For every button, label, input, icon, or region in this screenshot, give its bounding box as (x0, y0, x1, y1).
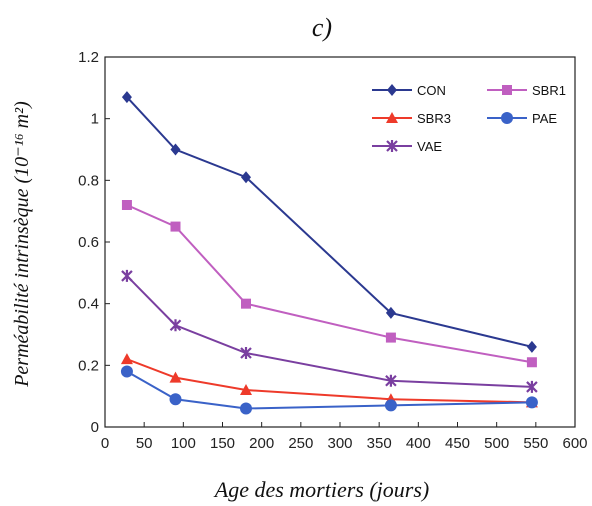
legend-label: VAE (417, 139, 442, 154)
data-point (526, 340, 537, 353)
data-point (121, 91, 132, 104)
x-tick-label: 100 (171, 435, 196, 452)
series-layer (120, 91, 538, 415)
x-tick-label: 350 (367, 435, 392, 452)
legend: CON SBR1 SBR3 PAE VAE (372, 83, 566, 154)
x-tick-label: 450 (445, 435, 470, 452)
data-point (240, 402, 252, 415)
data-point (526, 380, 538, 393)
data-point (526, 357, 537, 368)
legend-item: CON (372, 83, 446, 98)
legend-item: PAE (487, 111, 557, 126)
x-tick-label: 400 (406, 435, 431, 452)
legend-item: SBR3 (372, 111, 451, 126)
data-point (120, 365, 133, 378)
chart-title: c) (312, 13, 332, 42)
series-pae (120, 365, 538, 415)
data-point (385, 332, 396, 343)
data-point (241, 298, 251, 309)
x-tick-label: 0 (101, 435, 109, 452)
y-axis-label: Perméabilité intrinsèque (10⁻¹⁶ m²) (11, 101, 33, 388)
data-point (240, 384, 252, 395)
legend-marker (501, 112, 513, 124)
x-tick-label: 300 (327, 435, 352, 452)
data-point (241, 171, 251, 184)
series-con (121, 91, 537, 353)
data-point (121, 269, 133, 282)
series-line (126, 96, 533, 348)
x-tick-label: 50 (136, 435, 153, 452)
y-tick-label: 0.4 (78, 296, 99, 313)
y-tick-label: 1 (91, 111, 99, 128)
x-tick-label: 150 (210, 435, 235, 452)
series-line (126, 358, 532, 404)
x-tick-label: 250 (288, 435, 313, 452)
data-point (240, 347, 252, 359)
legend-item: SBR1 (487, 83, 566, 98)
data-point (170, 221, 181, 232)
legend-label: CON (417, 83, 446, 98)
data-point (169, 319, 182, 332)
legend-marker (502, 85, 512, 95)
series-sbr1 (121, 200, 537, 368)
y-tick-label: 0.8 (78, 172, 99, 189)
data-point (384, 399, 397, 412)
legend-marker (386, 112, 398, 123)
data-point (120, 353, 133, 365)
series-sbr3 (120, 353, 538, 408)
data-point (170, 143, 181, 156)
series-line (126, 204, 533, 364)
x-axis: 0 50 100 150 200 250 300 350 400 450 500 550 600 (101, 422, 588, 452)
y-tick-label: 1.2 (78, 49, 99, 66)
x-tick-label: 200 (249, 435, 274, 452)
data-point (121, 200, 132, 210)
legend-marker (387, 84, 397, 96)
y-tick-label: 0 (91, 419, 99, 436)
data-point (169, 371, 182, 383)
y-tick-label: 0.6 (78, 234, 99, 251)
x-axis-label: Age des mortiers (jours) (213, 477, 429, 502)
data-point (385, 306, 396, 319)
x-tick-label: 600 (562, 435, 587, 452)
series-vae (121, 269, 538, 393)
legend-label: PAE (532, 111, 557, 126)
x-tick-label: 550 (523, 435, 548, 452)
y-axis: 0 0.2 0.4 0.6 0.8 1 1.2 (78, 49, 110, 436)
data-point (525, 396, 538, 409)
legend-marker (386, 140, 398, 152)
data-point (169, 393, 182, 406)
series-line (126, 370, 532, 410)
legend-label: SBR1 (532, 83, 566, 98)
y-tick-label: 0.2 (78, 357, 99, 374)
legend-label: SBR3 (417, 111, 451, 126)
x-tick-label: 500 (484, 435, 509, 452)
data-point (385, 374, 397, 387)
legend-item: VAE (372, 139, 442, 154)
